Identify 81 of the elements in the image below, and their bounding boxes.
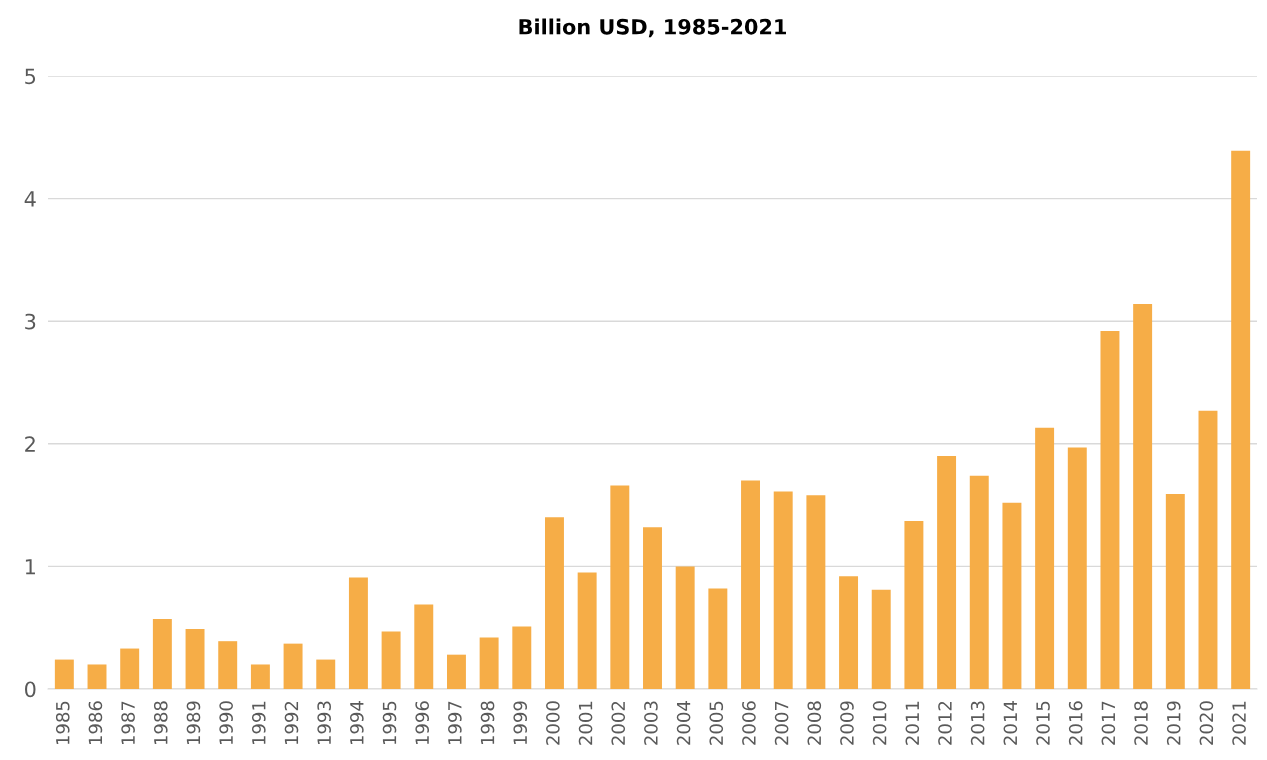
x-tick-label: 2000 [546, 701, 560, 745]
bar [250, 664, 270, 689]
bar [871, 589, 891, 689]
x-tick-label: 2017 [1101, 701, 1116, 745]
x-tick-label: 1997 [448, 701, 462, 745]
bar [283, 643, 303, 689]
x-tick-label: 2001 [578, 701, 593, 745]
y-tick-label: 3 [25, 313, 36, 330]
bar [1067, 447, 1087, 689]
bar [1002, 502, 1022, 689]
x-tick-label: 2011 [905, 701, 920, 745]
x-tick-label: 2004 [676, 701, 691, 745]
bar [1165, 494, 1185, 689]
y-tick-label: 5 [25, 68, 36, 85]
x-tick-label: 1985 [55, 701, 70, 745]
x-tick-label: 2021 [1232, 701, 1246, 745]
x-tick-label: 2013 [970, 701, 985, 745]
bar [610, 485, 630, 689]
x-tick-label: 1990 [219, 701, 233, 745]
bar [904, 521, 924, 689]
x-tick-label: 1993 [317, 701, 331, 745]
bar [54, 659, 74, 689]
bar [1198, 410, 1218, 689]
bar [708, 588, 728, 689]
x-tick-label: 2016 [1068, 701, 1083, 745]
bar [806, 495, 826, 689]
y-tick-label: 4 [24, 191, 36, 207]
x-tick-label: 2003 [644, 701, 658, 745]
bar [937, 456, 957, 689]
x-tick-label: 2020 [1199, 701, 1214, 745]
x-tick-label: 1989 [186, 701, 201, 745]
x-tick-label: 1992 [284, 701, 299, 745]
bar [1035, 427, 1055, 689]
bar [185, 628, 205, 689]
x-tick-label: 1996 [415, 701, 430, 745]
x-tick-label: 2012 [938, 701, 952, 745]
x-tick-label: 1999 [513, 701, 528, 745]
bar [773, 491, 793, 689]
bar [643, 527, 662, 689]
y-tick-label: 2 [25, 436, 35, 452]
x-tick-label: 1991 [251, 701, 266, 745]
x-tick-label: 1998 [480, 701, 495, 745]
y-tick-label: 0 [25, 681, 36, 698]
bar [1231, 150, 1251, 689]
bar [316, 659, 336, 689]
bar [348, 577, 368, 689]
chart-title: Billion USD, 1985-2021 [519, 18, 786, 38]
x-tick-label: 2008 [807, 701, 822, 745]
bar [512, 626, 532, 689]
bar [545, 517, 564, 689]
x-tick-label: 2009 [840, 701, 854, 745]
bar [381, 631, 401, 689]
bar [1100, 331, 1120, 689]
x-tick-label: 2018 [1134, 701, 1148, 745]
bar [87, 664, 107, 689]
y-tick-label: 1 [25, 559, 35, 575]
bar [446, 654, 466, 689]
x-tick-label: 2014 [1003, 701, 1018, 745]
x-tick-label: 1995 [382, 701, 397, 745]
x-tick-label: 1988 [153, 701, 168, 745]
x-tick-label: 1994 [350, 701, 364, 745]
bar [675, 566, 695, 689]
bar [839, 576, 859, 689]
bar [414, 604, 434, 689]
bar [969, 475, 989, 689]
x-tick-label: 2006 [742, 701, 756, 745]
x-tick-label: 2002 [611, 701, 626, 745]
x-tick-label: 2005 [709, 701, 724, 745]
bar [741, 480, 760, 689]
bar [152, 619, 172, 689]
x-tick-label: 2007 [774, 701, 789, 745]
x-tick-label: 2010 [872, 701, 887, 745]
x-tick-label: 1986 [88, 701, 103, 745]
x-tick-label: 2015 [1036, 701, 1050, 745]
x-tick-label: 1987 [121, 701, 135, 745]
bar [479, 637, 499, 689]
x-tick-label: 2019 [1166, 701, 1181, 745]
bar [577, 572, 597, 689]
bar [120, 648, 140, 689]
bar [1133, 304, 1153, 689]
bar [218, 641, 238, 689]
